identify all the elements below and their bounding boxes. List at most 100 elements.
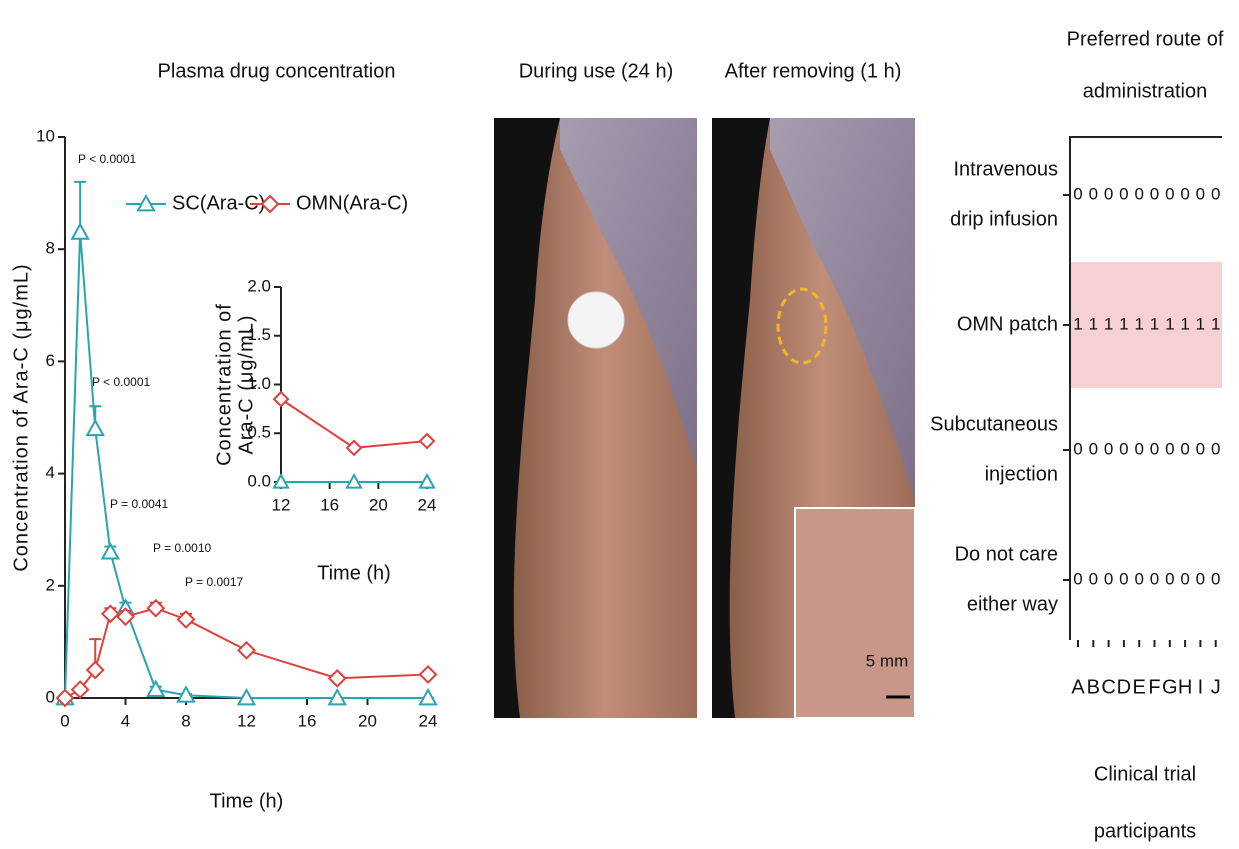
cell-value: 0	[1180, 439, 1189, 458]
x-tick-label: C	[1101, 676, 1115, 698]
cell-value: 0	[1180, 569, 1189, 588]
y-tick-label: 2.0	[247, 276, 271, 295]
annotation: P < 0.0001	[92, 375, 150, 389]
photo-title: After removing (1 h)	[725, 60, 902, 82]
photo-2	[712, 118, 915, 718]
marker	[72, 224, 88, 238]
annotation: P = 0.0010	[153, 541, 211, 555]
y-tick-label: 0.0	[247, 471, 271, 490]
cell-value: 0	[1134, 439, 1143, 458]
cell-value: 0	[1196, 439, 1205, 458]
x-tick-label: 20	[369, 495, 388, 514]
cell-value: 0	[1089, 184, 1098, 203]
row-label: drip infusion	[950, 208, 1058, 230]
x-axis-label: Clinical trial	[1094, 763, 1196, 785]
cell-value: 0	[1104, 184, 1113, 203]
photo-1	[494, 118, 697, 718]
x-axis-label: Time (h)	[317, 562, 391, 584]
marker	[72, 682, 88, 698]
cell-value: 0	[1180, 184, 1189, 203]
x-tick-label: A	[1071, 676, 1085, 698]
x-tick-label: 12	[272, 495, 291, 514]
cell-value: 1	[1104, 314, 1113, 333]
chart-title: Plasma drug concentration	[158, 60, 396, 82]
axis	[1070, 137, 1222, 640]
chart-title: Preferred route of	[1067, 28, 1224, 50]
cell-value: 1	[1211, 314, 1220, 333]
annotation: P = 0.0017	[185, 575, 243, 589]
row-label: Intravenous	[953, 158, 1058, 180]
x-tick-label: G	[1162, 676, 1178, 698]
legend-label: OMN(Ara-C)	[296, 192, 408, 214]
x-tick-label: E	[1133, 676, 1146, 698]
cell-value: 1	[1134, 314, 1143, 333]
cell-value: 0	[1211, 439, 1220, 458]
cell-value: 0	[1211, 184, 1220, 203]
marker	[87, 421, 103, 435]
cell-value: 1	[1150, 314, 1159, 333]
row-label: injection	[985, 463, 1058, 485]
x-tick-label: D	[1117, 676, 1131, 698]
cell-value: 0	[1134, 184, 1143, 203]
marker	[87, 662, 103, 678]
cell-value: 1	[1119, 314, 1128, 333]
marker	[274, 392, 288, 406]
annotation: P = 0.0041	[110, 497, 168, 511]
cell-value: 0	[1150, 439, 1159, 458]
marker	[420, 666, 436, 682]
row-label: either way	[967, 593, 1058, 615]
y-tick-label: 4	[46, 463, 55, 482]
photo-title: During use (24 h)	[519, 60, 674, 82]
y-axis-label: Concentration of Ara-C (μg/mL)	[10, 263, 32, 571]
cell-value: 0	[1089, 569, 1098, 588]
scale-bar-label: 5 mm	[866, 651, 909, 670]
cell-value: 1	[1196, 314, 1205, 333]
cell-value: 0	[1073, 184, 1082, 203]
x-tick-label: 24	[418, 495, 437, 514]
cell-value: 0	[1196, 184, 1205, 203]
cell-value: 1	[1089, 314, 1098, 333]
x-tick-label: 0	[60, 711, 69, 730]
cell-value: 0	[1104, 569, 1113, 588]
x-tick-label: 20	[358, 711, 377, 730]
x-axis-label: participants	[1094, 820, 1196, 842]
cell-value: 1	[1165, 314, 1174, 333]
cell-value: 1	[1180, 314, 1189, 333]
row-label: Do not care	[955, 543, 1058, 565]
marker	[347, 441, 361, 455]
row-label: OMN patch	[957, 313, 1058, 335]
y-axis-label: Concentration of	[213, 303, 235, 466]
cell-value: 0	[1165, 439, 1174, 458]
x-tick-label: F	[1148, 676, 1160, 698]
cell-value: 0	[1150, 184, 1159, 203]
y-axis-label: Ara-C (μg/mL)	[235, 314, 257, 454]
cell-value: 0	[1119, 184, 1128, 203]
cell-value: 0	[1165, 184, 1174, 203]
y-tick-label: 10	[36, 126, 55, 145]
cell-value: 0	[1073, 569, 1082, 588]
cell-value: 0	[1211, 569, 1220, 588]
cell-value: 0	[1165, 569, 1174, 588]
marker	[239, 642, 255, 658]
marker	[329, 670, 345, 686]
cell-value: 0	[1119, 439, 1128, 458]
marker	[148, 682, 164, 696]
x-tick-label: I	[1198, 676, 1204, 698]
y-tick-label: 2	[46, 575, 55, 594]
marker	[420, 434, 434, 448]
series-line	[65, 232, 428, 698]
x-tick-label: B	[1087, 676, 1100, 698]
x-tick-label: 16	[298, 711, 317, 730]
cell-value: 0	[1104, 439, 1113, 458]
y-tick-label: 6	[46, 351, 55, 370]
cell-value: 1	[1073, 314, 1082, 333]
cell-value: 0	[1089, 439, 1098, 458]
cell-value: 0	[1134, 569, 1143, 588]
x-tick-label: 4	[121, 711, 130, 730]
x-tick-label: 16	[320, 495, 339, 514]
cell-value: 0	[1073, 439, 1082, 458]
x-tick-label: 12	[237, 711, 256, 730]
cell-value: 0	[1196, 569, 1205, 588]
cell-value: 0	[1119, 569, 1128, 588]
x-tick-label: H	[1178, 676, 1192, 698]
